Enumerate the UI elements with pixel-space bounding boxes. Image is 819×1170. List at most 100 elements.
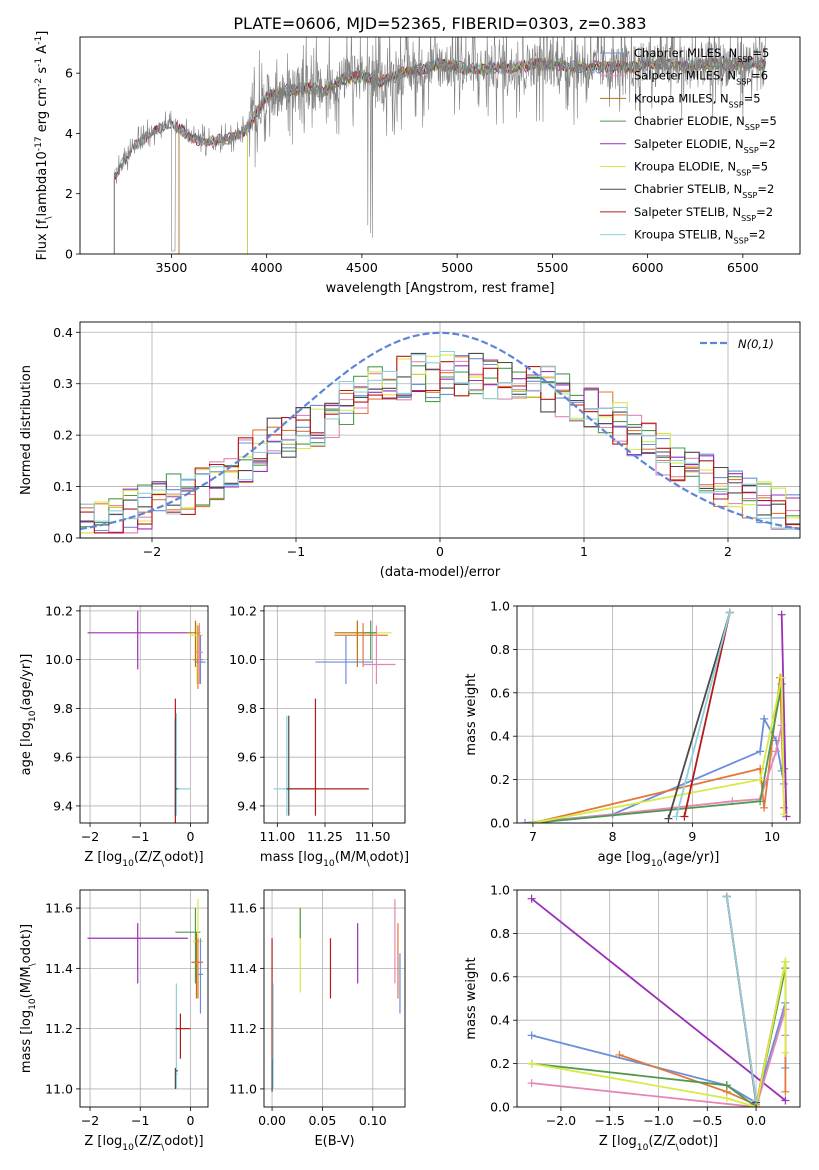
mass_weight_vs_Z-ytick-label: 0.4	[490, 1013, 510, 1028]
residuals-ytick-label: 0.1	[53, 479, 73, 494]
mass_weight_vs_Z-marker	[722, 892, 731, 901]
mass_vs_ebv-ytick-label: 11.6	[229, 901, 257, 916]
residuals-x-axis-label: (data-model)/error	[380, 565, 501, 580]
residuals-ytick-label: 0.4	[53, 325, 73, 340]
mass_vs_ebv-x-axis-label: E(B-V)	[314, 1134, 354, 1149]
spectrum-ytick-label: 6	[65, 66, 73, 81]
mass_weight_vs_age-series-pink	[532, 725, 783, 823]
mass_weight_vs_age-xtick-label: 10	[764, 829, 780, 844]
mass_vs_Z-point	[87, 923, 188, 984]
model-spectrum-kroupa_stelib	[113, 56, 767, 254]
mass_vs_Z-panel: −2 −1 0 11.0 11.2 11.4 11.6 Z [log10(Z/Z\odot)]…	[19, 889, 209, 1153]
mass_weight_vs_age-panel: 7 8 9 10 0.0 0.2 0.4 0.6 0.8 1.0 age [log10(age/yr…	[464, 599, 801, 869]
age_vs_Z-point	[195, 635, 206, 685]
age_vs_Z-panel: −2 −1 0 9.4 9.6 9.8 10.0 10.2 Z [log10(Z/Z\odot)…	[19, 603, 209, 869]
mass_weight_vs_Z-marker	[722, 1094, 731, 1103]
mass_vs_Z-ytick-label: 11.6	[45, 901, 73, 916]
mass_weight_vs_Z-marker	[781, 1048, 790, 1057]
mass_vs_Z-ytick-label: 11.4	[45, 961, 73, 976]
mass_weight_vs_age-marker	[760, 803, 769, 812]
age_vs_Z-point	[195, 623, 203, 685]
mass_weight_vs_Z-series-salpeter_elodie	[531, 897, 786, 1102]
residuals-y-axis-label: Normed distribution	[19, 365, 34, 495]
mass_weight_vs_Z-xtick-label: −1.0	[643, 1113, 673, 1128]
residuals-ytick-label: 0.3	[53, 376, 73, 391]
age_vs_Z-xtick-label: −1	[131, 829, 149, 844]
age_vs_Z-xtick-label: −2	[81, 829, 99, 844]
mass_vs_ebv-panel: 0.00 0.05 0.10 11.0 11.2 11.4 11.6 E(B-V)	[229, 889, 406, 1149]
mass_weight_vs_age-xtick-label: 7	[529, 829, 537, 844]
mass_weight_vs_age-marker	[520, 819, 529, 823]
residuals-panel: −2 −1 0 1 2 0.0 0.1 0.2 0.3 0.4 (data-model)/error…	[19, 321, 801, 580]
spectrum-xtick-label: 4500	[346, 260, 378, 275]
mass_weight_vs_Z-marker	[615, 1050, 624, 1059]
legend-entry: Kroupa STELIB, NSSP=2	[634, 228, 766, 246]
mass_weight_vs_age-ytick-label: 0.0	[490, 816, 510, 831]
spectrum-xtick-label: 3500	[156, 260, 188, 275]
age_vs_Z-ytick-label: 10.0	[45, 652, 73, 667]
spectrum-xtick-label: 6500	[727, 260, 759, 275]
mass_weight_vs_age-frame	[516, 605, 801, 824]
age_vs_Z-ytick-label: 9.6	[53, 750, 73, 765]
mass_weight_vs_age-plot-area	[520, 608, 791, 823]
residuals-xtick-label: −2	[143, 544, 161, 559]
mass_vs_ebv-ytick-label: 11.0	[229, 1081, 257, 1096]
observed-spectrum	[114, 37, 766, 254]
age_vs_mass-xtick-label: 11.00	[259, 829, 295, 844]
age_vs_mass-xtick-label: 11.25	[307, 829, 343, 844]
mass_weight_vs_Z-marker	[722, 1081, 731, 1090]
age_vs_mass-ytick-label: 9.4	[237, 798, 257, 813]
mass_weight_vs_Z-ytick-label: 1.0	[490, 883, 510, 898]
mass_vs_Z-x-axis-label: Z [log10(Z/Z\odot)]	[84, 1134, 203, 1153]
mass_weight_vs_age-marker	[756, 775, 765, 784]
mass_weight_vs_age-marker	[777, 610, 786, 619]
mass_weight_vs_age-marker	[760, 714, 769, 723]
mass_weight_vs_age-xtick-label: 9	[688, 829, 696, 844]
mass_weight_vs_Z-xtick-label: −0.5	[692, 1113, 722, 1128]
mass_weight_vs_age-marker	[664, 814, 673, 823]
mass_vs_ebv-plot-area	[271, 899, 401, 1092]
mass_weight_vs_age-marker	[672, 812, 681, 821]
mass_vs_Z-plot-area	[87, 899, 203, 1089]
mass_weight_vs_age-series-kroupa_elodie	[532, 677, 785, 823]
residuals-xtick-label: 0	[436, 544, 444, 559]
mass_vs_Z-point	[191, 932, 203, 999]
mass_weight_vs_Z-xtick-label: −2.0	[546, 1113, 576, 1128]
residuals-ytick-label: 0.0	[53, 531, 73, 546]
mass_weight_vs_Z-marker	[781, 1096, 790, 1105]
figure-title: PLATE=0606, MJD=52365, FIBERID=0303, z=0…	[233, 14, 646, 33]
age_vs_mass-xtick-label: 11.50	[355, 829, 391, 844]
mass_weight_vs_Z-ytick-label: 0.8	[490, 926, 510, 941]
mass_weight_vs_Z-panel: −2.0 −1.5 −1.0 −0.5 0.0 0.0 0.2 0.4 0.6 0.8 1.0 Z […	[464, 883, 801, 1153]
mass_vs_ebv-xtick-label: 0.00	[258, 1113, 286, 1128]
mass_weight_vs_age-marker	[725, 608, 734, 617]
spectrum-ytick-label: 4	[65, 126, 73, 141]
mass_weight_vs_age-marker	[777, 673, 786, 682]
mass_weight_vs_age-ytick-label: 0.2	[490, 772, 510, 787]
age_vs_mass-point	[286, 715, 291, 816]
age_vs_Z-ytick-label: 9.4	[53, 798, 73, 813]
mass_vs_Z-frame	[79, 889, 209, 1108]
legend-entry: N(0,1)	[738, 337, 774, 351]
age_vs_Z-point	[192, 625, 203, 689]
mass_weight_vs_Z-xtick-label: 0.0	[746, 1113, 766, 1128]
age_vs_Z-point	[174, 718, 178, 816]
age_vs_Z-ytick-label: 10.2	[45, 603, 73, 618]
spectrum-ytick-label: 0	[65, 247, 73, 262]
mass_weight_vs_age-y-axis-label: mass weight	[464, 673, 479, 755]
mass_weight_vs_Z-marker	[527, 1059, 536, 1068]
mass_weight_vs_age-series-chabrier_miles	[524, 715, 785, 823]
mass_weight_vs_Z-ytick-label: 0.2	[490, 1056, 510, 1071]
legend-entry: Salpeter STELIB, NSSP=2	[634, 205, 773, 223]
mass_vs_Z-y-axis-label: mass [log10(M/M\odot)]	[19, 924, 38, 1073]
mass_weight_vs_Z-plot-area	[527, 892, 790, 1107]
model-spectrum-salpeter_stelib	[113, 56, 767, 254]
legend-entry: Kroupa MILES, NSSP=5	[634, 91, 761, 109]
mass_weight_vs_Z-x-axis-label: Z [log10(Z/Z\odot)]	[599, 1134, 718, 1153]
mass_weight_vs_Z-y-axis-label: mass weight	[464, 957, 479, 1039]
mass_weight_vs_age-series-salpeter_elodie	[780, 614, 788, 817]
age_vs_Z-plot-area	[87, 610, 206, 823]
age_vs_Z-point	[87, 610, 188, 670]
mass_vs_Z-xtick-label: 0	[186, 1113, 194, 1128]
